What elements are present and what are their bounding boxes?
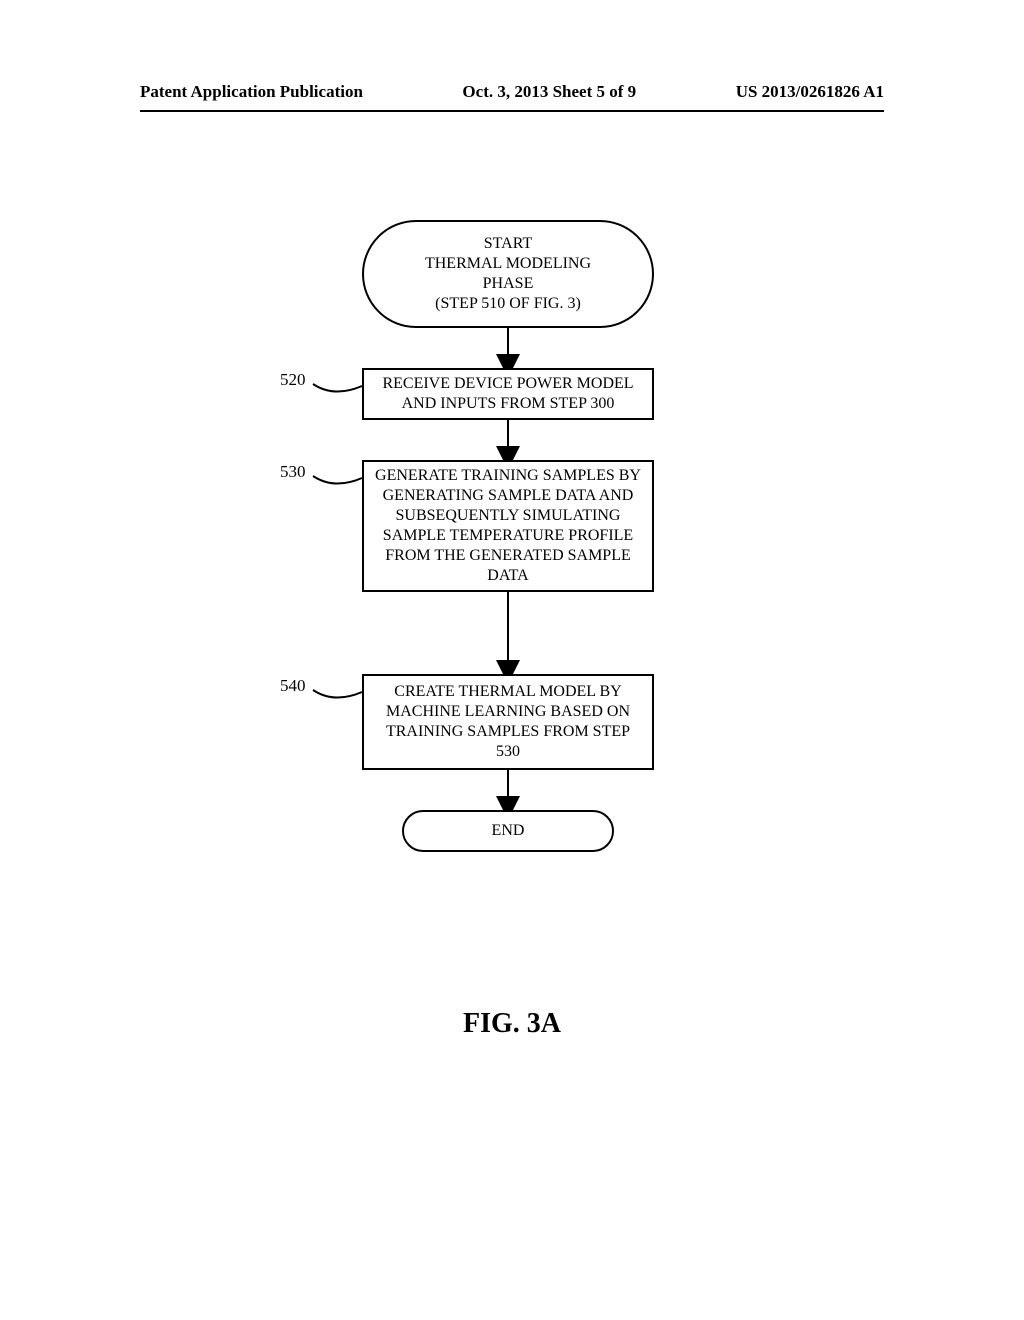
process-520-text: RECEIVE DEVICE POWER MODEL AND INPUTS FR… (374, 374, 642, 414)
process-540-text: CREATE THERMAL MODEL BY MACHINE LEARNING… (374, 682, 642, 762)
start-terminator: STARTTHERMAL MODELINGPHASE(STEP 510 OF F… (362, 220, 654, 328)
start-terminator-text: STARTTHERMAL MODELINGPHASE(STEP 510 OF F… (425, 234, 591, 314)
ref-connector-520 (313, 384, 362, 392)
page: Patent Application Publication Oct. 3, 2… (0, 0, 1024, 1320)
ref-label-530: 530 (280, 462, 306, 482)
process-530: GENERATE TRAINING SAMPLES BY GENERATING … (362, 460, 654, 592)
flowchart-svg (0, 0, 1024, 1320)
end-terminator-text: END (492, 821, 525, 841)
ref-connectors-group (313, 384, 362, 698)
process-540: CREATE THERMAL MODEL BY MACHINE LEARNING… (362, 674, 654, 770)
ref-connector-540 (313, 690, 362, 698)
end-terminator: END (402, 810, 614, 852)
process-530-text: GENERATE TRAINING SAMPLES BY GENERATING … (374, 466, 642, 586)
ref-connector-530 (313, 476, 362, 484)
ref-label-540: 540 (280, 676, 306, 696)
process-520: RECEIVE DEVICE POWER MODEL AND INPUTS FR… (362, 368, 654, 420)
figure-label: FIG. 3A (0, 1008, 1024, 1040)
ref-label-520: 520 (280, 370, 306, 390)
